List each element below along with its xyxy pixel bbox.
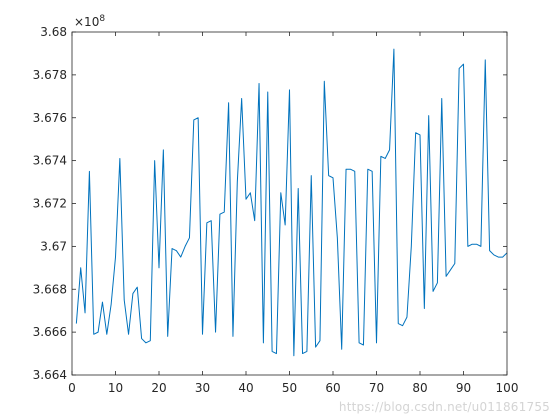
x-tick-label: 100 xyxy=(496,381,519,395)
watermark: https://blog.csdn.net/u011861755 xyxy=(338,400,550,414)
y-tick-label: 3.67 xyxy=(40,239,67,253)
plot-frame xyxy=(71,31,508,376)
y-tick-label: 3.668 xyxy=(33,282,67,296)
y-tick-label: 3.666 xyxy=(33,325,67,339)
x-tick-label: 0 xyxy=(68,381,76,395)
x-tick-label: 10 xyxy=(108,381,123,395)
y-exponent-label: ×108 xyxy=(74,14,105,29)
x-tick-label: 20 xyxy=(151,381,166,395)
exponent-power: 8 xyxy=(99,14,105,24)
y-tick-label: 3.672 xyxy=(33,197,67,211)
x-tick-label: 90 xyxy=(456,381,471,395)
series-line xyxy=(75,48,508,357)
x-tick-label: 60 xyxy=(325,381,340,395)
series-layer xyxy=(75,48,508,357)
y-tick-label: 3.68 xyxy=(40,25,67,39)
ticks-layer: 0 10 20 30 40 50 60 70 80 90 100 3.664 3.666 3.668 3.6… xyxy=(33,25,519,395)
x-tick-label: 30 xyxy=(195,381,210,395)
y-tick-label: 3.676 xyxy=(33,111,67,125)
plot-background xyxy=(72,32,507,375)
y-tick-label: 3.664 xyxy=(33,368,67,382)
exponent-base: ×10 xyxy=(74,15,99,29)
x-tick-label: 40 xyxy=(238,381,253,395)
y-tick-label: 3.678 xyxy=(33,68,67,82)
x-tick-label: 70 xyxy=(369,381,384,395)
x-tick-label: 80 xyxy=(412,381,427,395)
x-tick-label: 50 xyxy=(282,381,297,395)
y-tick-label: 3.674 xyxy=(33,154,67,168)
